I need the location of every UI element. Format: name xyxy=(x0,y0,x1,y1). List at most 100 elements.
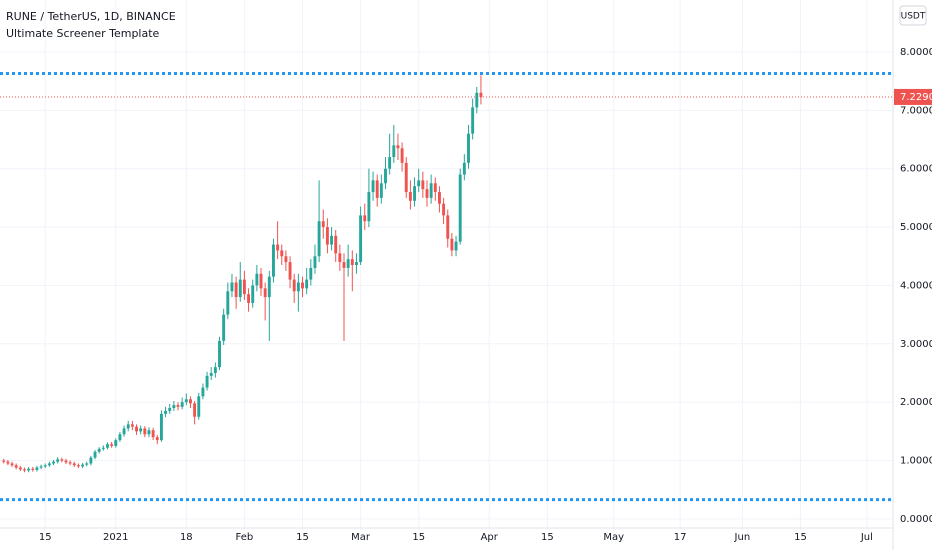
y-tick-label: 0.0000 xyxy=(900,514,932,525)
candle-body xyxy=(135,426,138,432)
candle-body xyxy=(168,408,172,411)
candle-body xyxy=(126,424,130,429)
candle-body xyxy=(89,457,93,464)
candle-body xyxy=(330,235,334,245)
candle-body xyxy=(309,267,313,280)
y-tick-label: 3.0000 xyxy=(900,339,932,350)
candle-body xyxy=(392,145,396,158)
candle-body xyxy=(193,403,197,417)
candle-body xyxy=(27,468,31,471)
candle-body xyxy=(43,465,47,467)
candle-body xyxy=(342,262,346,268)
candle-body xyxy=(471,107,475,134)
candle-body xyxy=(238,279,242,298)
candle-body xyxy=(479,92,483,97)
candle-body xyxy=(425,189,429,198)
candle-body xyxy=(247,294,251,303)
currency-label[interactable]: USDT xyxy=(901,12,926,22)
candle-body xyxy=(234,282,238,298)
candle-body xyxy=(139,428,143,432)
candle-body xyxy=(400,148,404,163)
candle-body xyxy=(180,402,184,407)
candle-body xyxy=(450,238,454,251)
candle-body xyxy=(437,192,441,204)
candle-body xyxy=(81,464,85,467)
candle-body xyxy=(413,186,417,201)
candle-body xyxy=(6,461,10,464)
candle-body xyxy=(355,262,358,265)
candle-body xyxy=(14,465,18,468)
candle-body xyxy=(52,461,55,464)
candle-body xyxy=(429,183,433,198)
levels xyxy=(0,72,893,502)
candle-body xyxy=(367,192,371,222)
candle-body xyxy=(317,221,321,257)
y-tick-label: 6.0000 xyxy=(900,164,932,175)
candle-body xyxy=(467,133,470,163)
candle-body xyxy=(379,183,383,198)
candle-body xyxy=(305,279,309,289)
x-tick-label: 2021 xyxy=(103,532,128,543)
x-tick-label: 17 xyxy=(674,532,687,543)
candle-body xyxy=(404,162,408,193)
candle-body xyxy=(301,282,304,289)
x-tick-label: Mar xyxy=(351,532,371,543)
candle-body xyxy=(384,168,387,184)
candle-body xyxy=(143,428,147,435)
candle-body xyxy=(263,288,267,298)
candle-body xyxy=(363,215,367,222)
candle-body xyxy=(433,183,437,193)
candle-body xyxy=(222,314,226,341)
candle-body xyxy=(110,444,114,446)
candle-body xyxy=(97,448,101,452)
x-tick-label: Jul xyxy=(860,532,873,543)
candle-body xyxy=(267,276,271,298)
candle-body xyxy=(396,145,400,149)
last-price-label: 7.2290 xyxy=(900,92,932,103)
candle-body xyxy=(442,203,446,216)
x-tick-label: Jun xyxy=(734,532,751,543)
candle-body xyxy=(226,291,230,315)
candle-body xyxy=(197,396,201,417)
candle-body xyxy=(72,463,76,466)
candle-body xyxy=(18,467,22,470)
candle-body xyxy=(276,244,280,251)
candle-body xyxy=(47,463,51,466)
candle-body xyxy=(10,463,14,466)
candle-body xyxy=(255,273,259,286)
candle-body xyxy=(155,437,159,441)
grid xyxy=(0,0,893,530)
candle-body xyxy=(35,467,39,470)
candle-body xyxy=(288,262,292,280)
candle-body xyxy=(209,372,213,376)
axes: 0.0000 1.0000 2.0000 3.0000 4.0000 5.0000 6.00… xyxy=(39,47,932,543)
candle-body xyxy=(205,375,209,388)
candle-body xyxy=(176,405,180,407)
candle-body xyxy=(334,235,338,254)
y-tick-label: 1.0000 xyxy=(900,456,932,467)
candle-body xyxy=(458,174,462,242)
candle-body xyxy=(106,444,109,448)
candle-body xyxy=(122,428,126,435)
last-price-box xyxy=(894,88,932,105)
candle-body xyxy=(184,399,188,403)
candle-body xyxy=(346,259,350,268)
candle-body xyxy=(130,424,134,427)
candle-body xyxy=(164,410,168,414)
x-tick-label: 15 xyxy=(541,532,554,543)
currency-button[interactable] xyxy=(899,5,927,26)
candle-body xyxy=(230,282,234,292)
candle-body xyxy=(359,215,363,263)
x-tick-label: 15 xyxy=(39,532,52,543)
candle-body xyxy=(292,279,296,292)
candle-body xyxy=(421,180,425,190)
candle-body xyxy=(296,282,300,292)
x-tick-label: 15 xyxy=(794,532,807,543)
candle-body xyxy=(172,405,176,409)
candle-body xyxy=(218,340,221,368)
candle-body xyxy=(338,253,342,263)
candle-body xyxy=(408,192,412,201)
chart-title: RUNE / TetherUS, 1D, BINANCE xyxy=(6,10,176,23)
candle-body xyxy=(2,460,6,462)
